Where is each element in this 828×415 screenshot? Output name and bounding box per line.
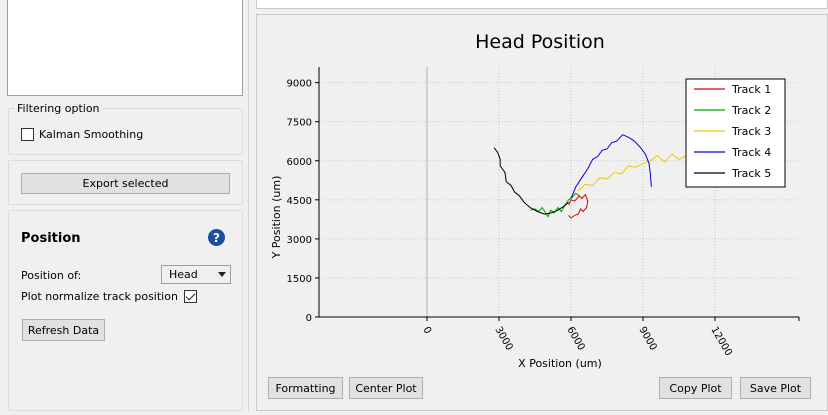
series-line-track-4 <box>570 134 652 199</box>
export-selected-button[interactable]: Export selected <box>21 173 230 194</box>
legend-label: Track 5 <box>731 167 771 180</box>
legend-label: Track 2 <box>731 104 771 117</box>
series-line-track-1 <box>568 193 589 219</box>
legend-label: Track 4 <box>731 146 771 159</box>
position-of-value: Head <box>169 268 198 281</box>
normalize-checkbox[interactable] <box>183 290 197 303</box>
head-position-chart[interactable]: Head Position Y Position (um) X Position… <box>257 15 828 412</box>
filtering-option-group: Filtering option Kalman Smoothing <box>8 102 243 155</box>
x-tick-label: 0 <box>420 325 433 336</box>
panel-divider[interactable] <box>248 0 249 411</box>
kalman-smoothing-checkbox[interactable] <box>21 128 34 141</box>
y-axis-label: Y Position (um) <box>270 176 283 260</box>
y-tick-label: 3000 <box>287 235 312 246</box>
y-tick-label: 6000 <box>287 157 312 168</box>
normalize-label: Plot normalize track position <box>21 290 178 303</box>
refresh-data-button[interactable]: Refresh Data <box>22 319 105 341</box>
y-tick-label: 1500 <box>287 274 312 285</box>
top-panel-strip <box>256 0 828 9</box>
position-of-label: Position of: <box>21 269 82 282</box>
x-tick-label: 3000 <box>492 325 514 353</box>
save-plot-button[interactable]: Save Plot <box>740 377 811 399</box>
legend-box <box>685 78 786 188</box>
help-icon[interactable]: ? <box>208 229 225 246</box>
normalize-row[interactable]: Plot normalize track position <box>21 290 202 303</box>
kalman-smoothing-label: Kalman Smoothing <box>39 128 144 141</box>
legend-label: Track 1 <box>731 83 771 96</box>
filtering-group-title: Filtering option <box>15 102 102 115</box>
legend: Track 1 Track 2 Track 3 Track 4 Track 5 <box>685 78 786 188</box>
y-tick-label: 4500 <box>287 196 312 207</box>
position-title: Position <box>21 231 81 246</box>
series-lines <box>493 134 694 219</box>
y-tick-label: 0 <box>306 313 312 324</box>
plot-frame: Head Position Y Position (um) X Position… <box>256 14 828 411</box>
chart-title: Head Position <box>475 31 605 53</box>
legend-label: Track 3 <box>731 125 771 138</box>
x-tick-label: 12000 <box>708 325 733 358</box>
x-tick-label: 9000 <box>636 325 658 353</box>
position-panel: Position ? Position of: Head Plot normal… <box>8 210 243 411</box>
copy-plot-button[interactable]: Copy Plot <box>659 377 732 399</box>
center-plot-button[interactable]: Center Plot <box>349 377 423 399</box>
formatting-button[interactable]: Formatting <box>268 377 343 399</box>
x-tick-label: 6000 <box>564 325 586 353</box>
left-panel: Filtering option Kalman Smoothing Export… <box>0 0 248 411</box>
y-tick-label: 9000 <box>287 79 312 90</box>
track-list-box[interactable] <box>7 0 243 96</box>
series-line-track-3 <box>577 153 694 192</box>
y-tick-label: 7500 <box>287 118 312 129</box>
export-group: Export selected <box>8 160 243 205</box>
series-line-track-5 <box>493 147 569 215</box>
x-axis-label: X Position (um) <box>518 357 602 370</box>
kalman-smoothing-row[interactable]: Kalman Smoothing <box>21 128 143 141</box>
position-of-select[interactable]: Head <box>161 265 231 284</box>
chevron-down-icon <box>218 272 226 277</box>
